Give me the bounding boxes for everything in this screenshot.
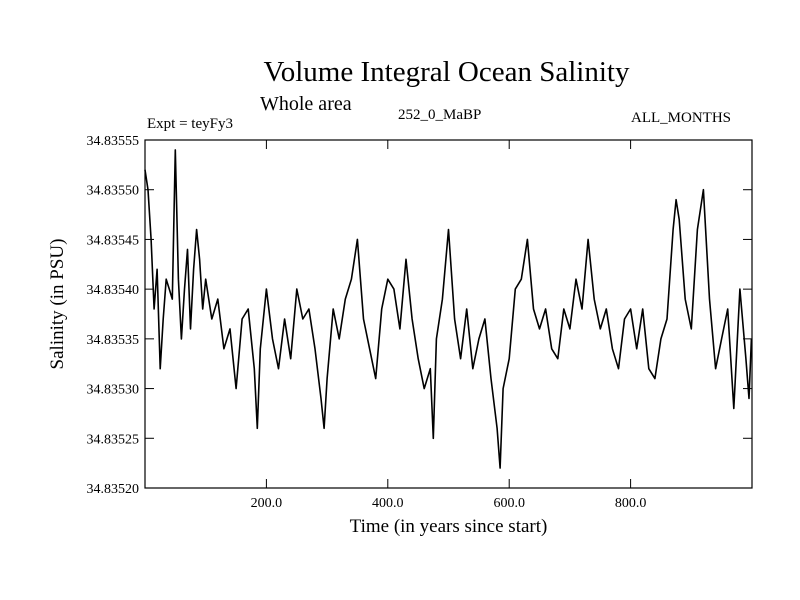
series-line-0: [144, 149, 753, 469]
y-tick-label-3: 34.83535: [87, 333, 140, 348]
x-tick-label-3: 800.0: [615, 496, 647, 511]
y-tick-label-6: 34.83550: [87, 184, 140, 199]
y-tick-label-7: 34.83555: [87, 134, 140, 149]
x-tick-label-1: 400.0: [372, 496, 404, 511]
chart-subtitle: Whole area: [260, 93, 352, 115]
y-tick-label-4: 34.83540: [87, 283, 140, 298]
y-tick-label-0: 34.83520: [87, 482, 140, 497]
period-label: ALL_MONTHS: [631, 110, 731, 126]
x-axis-label: Time (in years since start): [350, 516, 548, 537]
run-label: 252_0_MaBP: [398, 107, 482, 123]
x-tick-label-0: 200.0: [251, 496, 283, 511]
y-axis-label: Salinity (in PSU): [47, 239, 68, 370]
plot-frame: [144, 139, 753, 489]
chart-title: Volume Integral Ocean Salinity: [263, 56, 630, 88]
y-tick-label-5: 34.83545: [87, 233, 140, 248]
experiment-label: Expt = teyFy3: [147, 116, 233, 132]
x-tick-label-2: 600.0: [493, 496, 525, 511]
y-tick-label-1: 34.83525: [87, 432, 140, 447]
y-tick-label-2: 34.83530: [87, 383, 140, 398]
